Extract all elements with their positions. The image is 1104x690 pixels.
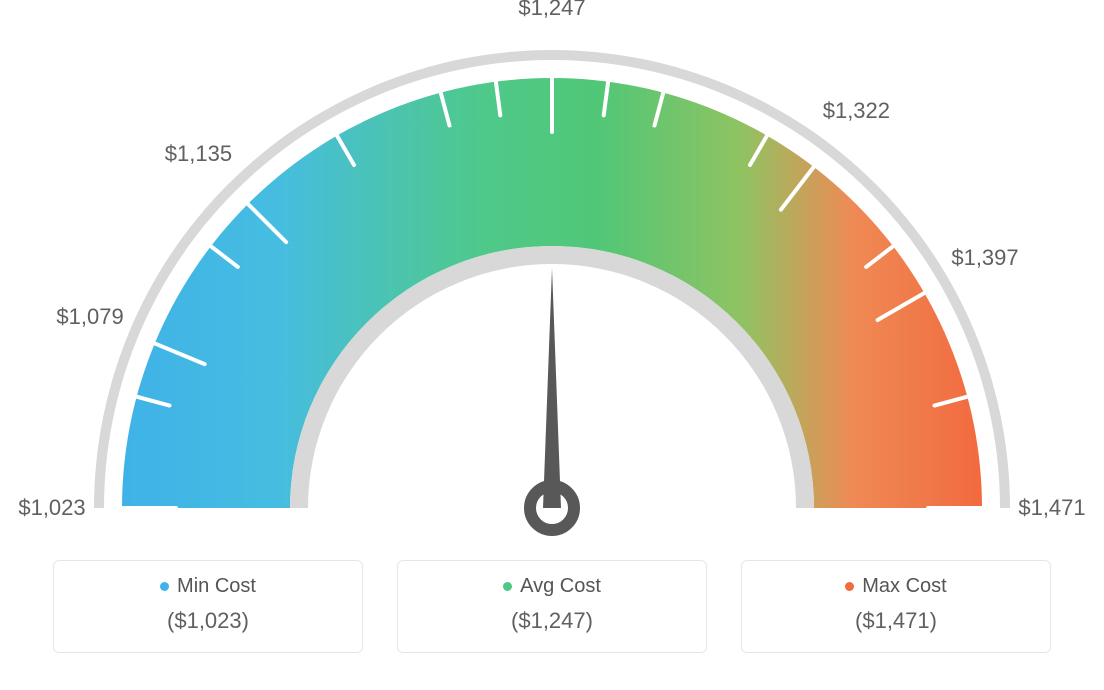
legend-label-max: Max Cost xyxy=(862,575,946,598)
legend-title-min: Min Cost xyxy=(160,575,256,598)
gauge-tick-label: $1,023 xyxy=(18,495,85,521)
gauge-tick-label: $1,471 xyxy=(1018,495,1085,521)
gauge-tick-label: $1,247 xyxy=(518,0,585,21)
gauge-tick-label: $1,322 xyxy=(823,98,890,124)
gauge-tick-label: $1,135 xyxy=(165,141,232,167)
dot-icon xyxy=(503,582,512,591)
legend-value-min: ($1,023) xyxy=(54,608,362,634)
legend-card-max: Max Cost ($1,471) xyxy=(741,560,1051,653)
legend-title-max: Max Cost xyxy=(845,575,946,598)
legend-title-avg: Avg Cost xyxy=(503,575,601,598)
legend-label-avg: Avg Cost xyxy=(520,575,601,598)
dot-icon xyxy=(845,582,854,591)
gauge-tick-label: $1,397 xyxy=(951,245,1018,271)
legend-value-max: ($1,471) xyxy=(742,608,1050,634)
gauge-tick-label: $1,079 xyxy=(56,304,123,330)
legend-value-avg: ($1,247) xyxy=(398,608,706,634)
legend-card-min: Min Cost ($1,023) xyxy=(53,560,363,653)
gauge-chart: $1,023 $1,079 $1,135 $1,247 $1,322 $1,397 $1,4… xyxy=(0,0,1104,560)
legend-label-min: Min Cost xyxy=(177,575,256,598)
legend-card-avg: Avg Cost ($1,247) xyxy=(397,560,707,653)
legend-row: Min Cost ($1,023) Avg Cost ($1,247) Max … xyxy=(0,560,1104,653)
dot-icon xyxy=(160,582,169,591)
gauge-svg xyxy=(0,0,1104,560)
